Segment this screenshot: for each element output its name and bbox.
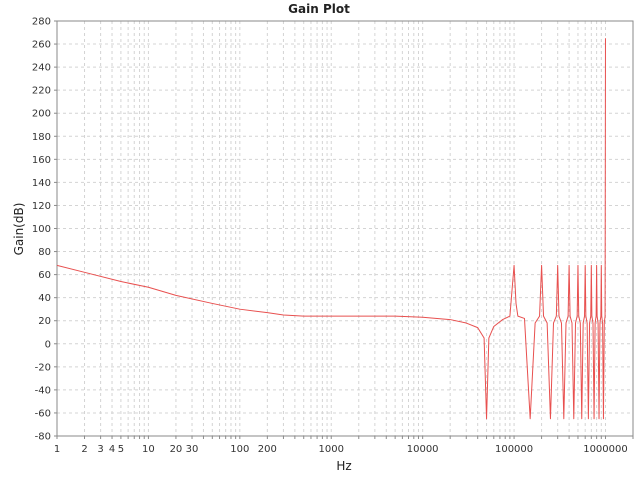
x-tick-label: 200: [258, 444, 277, 455]
x-tick-label: 5: [118, 444, 124, 455]
y-tick-label: 240: [32, 63, 51, 74]
x-tick-label: 30: [186, 444, 199, 455]
x-tick-label: 4: [109, 444, 115, 455]
x-tick-label: 10: [142, 444, 155, 455]
y-tick-label: 40: [38, 293, 51, 304]
y-tick-label: 260: [32, 40, 51, 51]
x-tick-label: 1000: [319, 444, 344, 455]
x-tick-label: 2: [81, 444, 87, 455]
y-tick-label: 200: [32, 109, 51, 120]
y-tick-label: 280: [32, 17, 51, 28]
y-axis: -80 -60 -40 -20 0 20 40 60 80 100 120 140 160 180 200 2…: [32, 17, 57, 443]
y-tick-label: 180: [32, 132, 51, 143]
y-tick-label: 80: [38, 247, 51, 258]
x-tick-label: 3: [97, 444, 103, 455]
y-tick-label: -40: [35, 385, 51, 396]
x-axis-label: Hz: [336, 459, 351, 473]
x-tick-label: 1: [54, 444, 60, 455]
y-tick-label: 220: [32, 86, 51, 97]
y-tick-label: 120: [32, 201, 51, 212]
y-tick-label: 0: [45, 339, 51, 350]
y-tick-label: 60: [38, 270, 51, 281]
y-tick-label: -20: [35, 362, 51, 373]
y-tick-label: 160: [32, 155, 51, 166]
grid-layer: [56, 20, 634, 437]
chart-title: Gain Plot: [288, 2, 350, 16]
y-tick-label: -60: [35, 408, 51, 419]
x-tick-label: 100: [230, 444, 249, 455]
y-tick-label: -80: [35, 432, 51, 443]
x-tick-label: 100000: [495, 444, 533, 455]
y-tick-label: 100: [32, 224, 51, 235]
gain-series-line: [56, 38, 606, 420]
x-tick-label: 1000000: [583, 444, 628, 455]
y-tick-label: 20: [38, 316, 51, 327]
x-tick-label: 10000: [407, 444, 439, 455]
x-axis: 1 2 3 4 5 10 20 30 100 200 1000 10000 100000 1000000: [54, 436, 634, 455]
y-tick-label: 140: [32, 178, 51, 189]
y-axis-label: Gain(dB): [12, 203, 26, 256]
series-layer: [56, 38, 606, 420]
x-tick-label: 20: [170, 444, 183, 455]
